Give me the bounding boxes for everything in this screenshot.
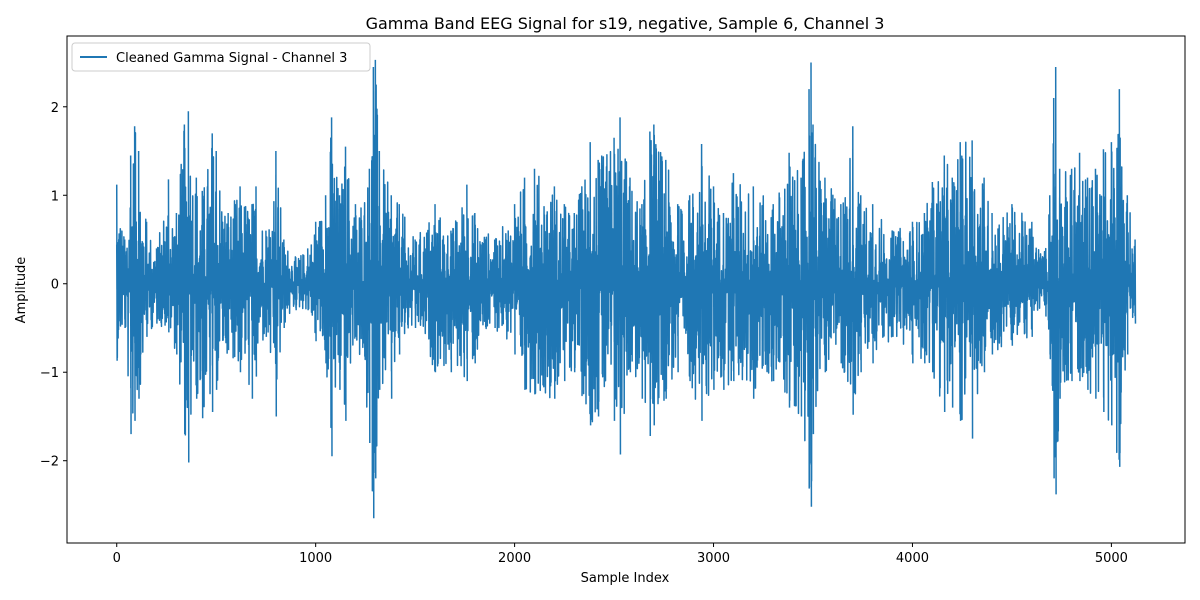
- x-tick-label: 2000: [498, 551, 531, 566]
- y-axis-label: Amplitude: [14, 257, 29, 324]
- axes-frame: [66, 35, 1186, 544]
- legend-label: Cleaned Gamma Signal - Channel 3: [116, 51, 347, 66]
- y-tick-label: −2: [40, 455, 59, 470]
- x-tick-label: 0: [113, 551, 121, 566]
- x-tick-label: 3000: [697, 551, 730, 566]
- chart-title: Gamma Band EEG Signal for s19, negative,…: [366, 14, 885, 33]
- legend: Cleaned Gamma Signal - Channel 3: [71, 42, 371, 72]
- axes: 0 1000 2000 3000 4000 5000 −2 −1 0 1 2: [40, 35, 1186, 566]
- y-tick-label: 0: [51, 278, 59, 293]
- x-tick-label: 5000: [1095, 551, 1128, 566]
- x-tick-label: 1000: [299, 551, 332, 566]
- x-axis-label: Sample Index: [581, 571, 670, 586]
- y-tick-label: −1: [40, 366, 59, 381]
- y-tick-label: 2: [51, 101, 59, 116]
- y-tick-label: 1: [51, 189, 59, 204]
- plot-area: [115, 59, 1137, 519]
- signal-line-channel-3: [115, 59, 1137, 519]
- x-tick-label: 4000: [896, 551, 929, 566]
- legend-box: [71, 42, 371, 72]
